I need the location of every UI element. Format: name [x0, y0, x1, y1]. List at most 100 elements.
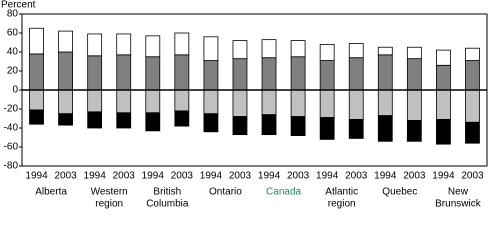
- bar-segment: [290, 40, 306, 58]
- bar-segment: [290, 89, 306, 118]
- bar-segment: [145, 35, 161, 58]
- bar-segment: [465, 89, 480, 123]
- y-tick-label: -20: [4, 104, 19, 115]
- bar-segment: [87, 55, 103, 91]
- x-tick-label: 2003: [229, 171, 252, 182]
- bar-segment: [29, 89, 44, 111]
- x-tick-label: 1994: [200, 171, 223, 182]
- bar-segment: [261, 89, 277, 116]
- group-label: region: [95, 199, 123, 210]
- bar-segment: [319, 89, 335, 118]
- bar-segment: [116, 33, 132, 56]
- x-tick-label: 2003: [403, 171, 426, 182]
- bar-segment: [203, 36, 219, 61]
- x-tick-label: 1994: [374, 171, 397, 182]
- bar-segment: [465, 121, 480, 144]
- bar-segment: [319, 60, 335, 91]
- y-tick-label: 40: [7, 47, 19, 58]
- bar-segment: [377, 46, 393, 56]
- group-label: Brunswick: [435, 199, 482, 210]
- bar-segment: [29, 53, 44, 91]
- chart: Percent 80 60 40 20 0 -20 -40 -60 -80 1994 2003 199…: [1, 0, 488, 210]
- bar-segment: [58, 30, 73, 53]
- bar-segment: [436, 89, 451, 120]
- x-tick-label: 1994: [84, 171, 107, 182]
- bar-segment: [116, 112, 132, 129]
- bar-segment: [319, 44, 335, 61]
- y-tick-label: -60: [4, 142, 19, 153]
- x-tick-label: 1994: [432, 171, 455, 182]
- group-label: Western: [91, 187, 128, 198]
- bar-segment: [232, 58, 248, 91]
- bar-segment: [145, 56, 161, 91]
- bar-segment: [232, 116, 248, 136]
- x-tick-label: 2003: [287, 171, 310, 182]
- bar-segment: [406, 89, 422, 121]
- bar-segment: [348, 119, 364, 139]
- bar-segment: [348, 43, 364, 59]
- y-axis-label: Percent: [1, 0, 36, 11]
- bar-segment: [174, 54, 190, 91]
- x-tick-label: 2003: [54, 171, 77, 182]
- bar-segment: [290, 56, 306, 91]
- bar-segment: [174, 32, 190, 56]
- bar-segment: [87, 111, 103, 129]
- group-label: Quebec: [382, 187, 417, 198]
- bar-segment: [58, 113, 73, 126]
- y-tick-label: 80: [7, 9, 19, 20]
- bar-segment: [377, 115, 393, 142]
- x-tick-label: 1994: [142, 171, 165, 182]
- group-label: Atlantic: [325, 187, 358, 198]
- x-tick-label: 1994: [258, 171, 281, 182]
- bar-segment: [261, 39, 277, 59]
- bar-segment: [29, 27, 44, 55]
- bar-segment: [58, 89, 73, 115]
- bar-segment: [377, 89, 393, 117]
- bar-segment: [145, 112, 161, 132]
- bar-segment: [348, 89, 364, 120]
- x-tick-label: 2003: [461, 171, 484, 182]
- x-tick-label: 1994: [25, 171, 48, 182]
- bar-segment: [261, 114, 277, 136]
- group-label: region: [328, 199, 356, 210]
- x-tick-label: 2003: [345, 171, 368, 182]
- bar-segment: [116, 89, 132, 114]
- bar-segment: [87, 33, 103, 57]
- bar-segment: [116, 54, 132, 91]
- bar-segment: [377, 54, 393, 91]
- group-label: Alberta: [35, 187, 67, 198]
- group-label: Ontario: [209, 187, 242, 198]
- bar-segment: [319, 117, 335, 140]
- bar-segment: [406, 58, 422, 91]
- bar-segment: [145, 89, 161, 114]
- bar-segment: [232, 40, 248, 60]
- bar-segment: [174, 89, 190, 112]
- group-label: British: [153, 187, 181, 198]
- x-tick-label: 2003: [113, 171, 136, 182]
- bar-segment: [203, 89, 219, 115]
- x-tick-label: 1994: [316, 171, 339, 182]
- bar-segment: [261, 57, 277, 91]
- group-label: Canada: [266, 187, 301, 198]
- bar-segment: [290, 116, 306, 136]
- y-tick-label: -80: [4, 161, 19, 172]
- bar-segment: [87, 89, 103, 113]
- y-tick-label: 0: [12, 85, 18, 96]
- x-tick-label: 2003: [171, 171, 194, 182]
- bar-segment: [203, 113, 219, 133]
- y-tick-label: 20: [7, 66, 19, 77]
- bar-segment: [58, 51, 73, 91]
- y-tick-label: -40: [4, 123, 19, 134]
- bar-segment: [406, 120, 422, 142]
- bar-segment: [29, 109, 44, 125]
- bar-segment: [436, 119, 451, 145]
- bar-segment: [436, 64, 451, 91]
- bar-segment: [465, 47, 480, 61]
- bar-segment: [203, 60, 219, 91]
- group-label: New: [448, 187, 469, 198]
- group-label: Columbia: [146, 199, 189, 210]
- bar-segment: [436, 49, 451, 66]
- bar-segment: [406, 46, 422, 60]
- y-tick-label: 60: [7, 28, 19, 39]
- bar-segment: [174, 110, 190, 127]
